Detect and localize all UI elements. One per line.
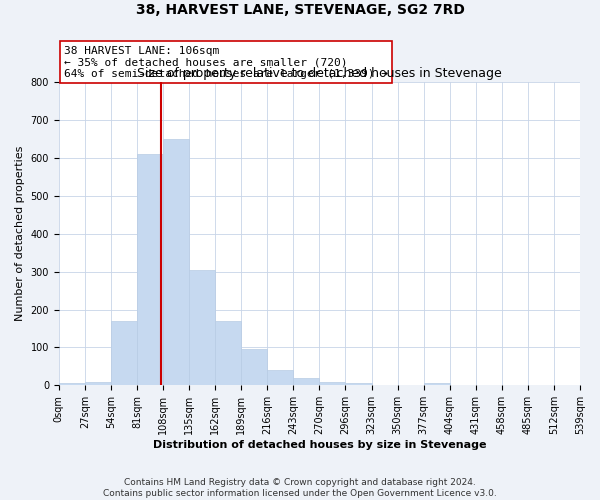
Title: Size of property relative to detached houses in Stevenage: Size of property relative to detached ho… — [137, 66, 502, 80]
Bar — [215, 321, 241, 386]
Bar — [241, 348, 267, 386]
Y-axis label: Number of detached properties: Number of detached properties — [15, 146, 25, 322]
Text: 38 HARVEST LANE: 106sqm
← 35% of detached houses are smaller (720)
64% of semi-d: 38 HARVEST LANE: 106sqm ← 35% of detache… — [64, 46, 388, 79]
Bar — [267, 370, 293, 386]
Text: 38, HARVEST LANE, STEVENAGE, SG2 7RD: 38, HARVEST LANE, STEVENAGE, SG2 7RD — [136, 2, 464, 16]
Bar — [293, 378, 319, 386]
Text: Contains HM Land Registry data © Crown copyright and database right 2024.
Contai: Contains HM Land Registry data © Crown c… — [103, 478, 497, 498]
Bar — [163, 139, 189, 386]
Bar — [319, 382, 346, 386]
Bar — [59, 384, 85, 386]
Bar — [346, 384, 371, 386]
X-axis label: Distribution of detached houses by size in Stevenage: Distribution of detached houses by size … — [152, 440, 486, 450]
Bar — [137, 154, 163, 386]
Bar — [189, 270, 215, 386]
Bar — [85, 382, 111, 386]
Bar — [111, 321, 137, 386]
Bar — [424, 384, 449, 386]
